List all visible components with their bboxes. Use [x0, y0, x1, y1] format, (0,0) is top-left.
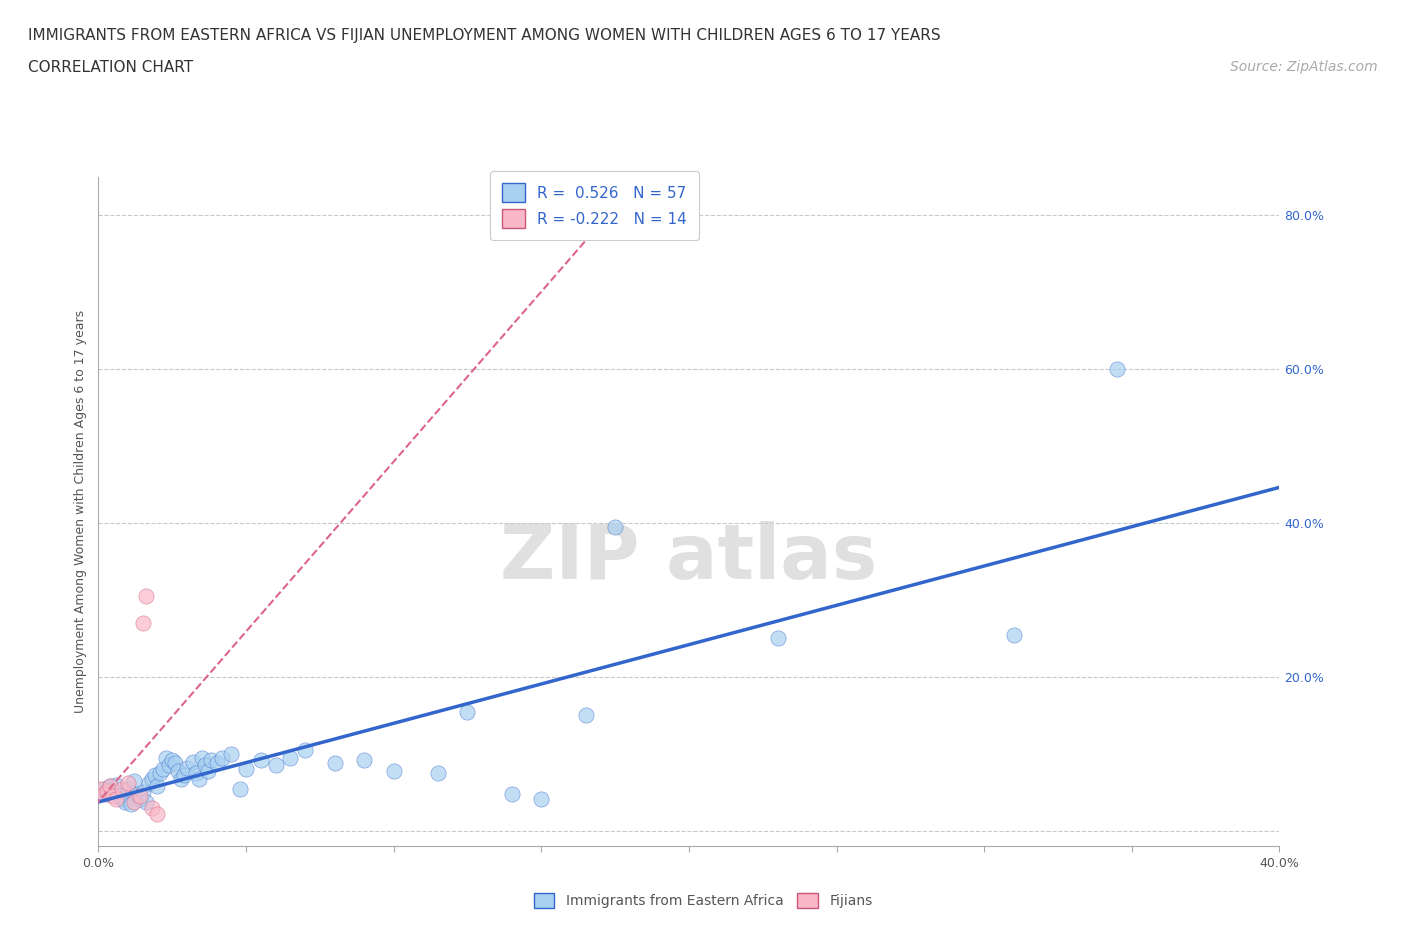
Point	[143, 768, 166, 783]
Point	[96, 783, 118, 798]
Point	[138, 776, 160, 790]
Point	[165, 756, 187, 771]
Point	[530, 791, 553, 806]
Point	[132, 785, 155, 800]
Point	[766, 631, 789, 646]
Point	[574, 708, 596, 723]
Point	[323, 756, 346, 771]
Point	[93, 787, 115, 802]
Point	[128, 789, 150, 804]
Point	[111, 781, 134, 796]
Point	[294, 743, 316, 758]
Point	[125, 787, 148, 802]
Point	[105, 791, 128, 806]
Point	[108, 789, 131, 804]
Point	[191, 751, 214, 765]
Point	[149, 765, 172, 780]
Point	[1002, 627, 1025, 642]
Point	[96, 787, 118, 802]
Point	[135, 794, 157, 809]
Point	[176, 761, 198, 776]
Point	[132, 616, 155, 631]
Point	[1105, 362, 1128, 377]
Point	[456, 704, 478, 719]
Text: ZIP atlas: ZIP atlas	[501, 522, 877, 595]
Point	[114, 794, 136, 809]
Text: CORRELATION CHART: CORRELATION CHART	[28, 60, 193, 75]
Point	[194, 758, 217, 773]
Point	[122, 794, 145, 809]
Point	[278, 751, 302, 765]
Point	[93, 781, 115, 796]
Point	[605, 520, 627, 535]
Text: IMMIGRANTS FROM EASTERN AFRICA VS FIJIAN UNEMPLOYMENT AMONG WOMEN WITH CHILDREN : IMMIGRANTS FROM EASTERN AFRICA VS FIJIAN…	[28, 28, 941, 43]
Point	[382, 764, 405, 778]
Point	[167, 764, 190, 778]
Point	[122, 774, 145, 789]
Legend: R =  0.526   N = 57, R = -0.222   N = 14: R = 0.526 N = 57, R = -0.222 N = 14	[489, 171, 699, 240]
Point	[427, 765, 450, 780]
Point	[117, 781, 139, 796]
Point	[197, 764, 219, 778]
Point	[111, 791, 134, 806]
Point	[205, 756, 228, 771]
Point	[128, 791, 150, 806]
Point	[219, 747, 242, 762]
Point	[181, 754, 204, 769]
Point	[141, 801, 163, 816]
Point	[103, 783, 125, 798]
Point	[98, 778, 121, 793]
Point	[353, 752, 375, 767]
Point	[135, 589, 157, 604]
Point	[200, 752, 222, 767]
Point	[250, 752, 273, 767]
Point	[235, 762, 257, 777]
Point	[229, 781, 252, 796]
Point	[170, 771, 193, 786]
Point	[146, 778, 169, 793]
Point	[152, 762, 174, 777]
Point	[98, 778, 121, 793]
Point	[90, 781, 112, 796]
Point	[103, 789, 125, 804]
Point	[264, 758, 287, 773]
Point	[157, 758, 180, 773]
Legend: Immigrants from Eastern Africa, Fijians: Immigrants from Eastern Africa, Fijians	[529, 888, 877, 914]
Point	[146, 806, 169, 821]
Point	[90, 785, 112, 800]
Point	[173, 768, 195, 783]
Point	[105, 777, 128, 792]
Point	[184, 765, 207, 780]
Point	[162, 752, 183, 767]
Text: Source: ZipAtlas.com: Source: ZipAtlas.com	[1230, 60, 1378, 74]
Point	[211, 751, 233, 765]
Point	[120, 796, 142, 811]
Point	[155, 751, 177, 765]
Point	[117, 776, 139, 790]
Point	[501, 787, 523, 802]
Y-axis label: Unemployment Among Women with Children Ages 6 to 17 years: Unemployment Among Women with Children A…	[73, 310, 87, 713]
Point	[141, 771, 163, 786]
Point	[187, 771, 209, 786]
